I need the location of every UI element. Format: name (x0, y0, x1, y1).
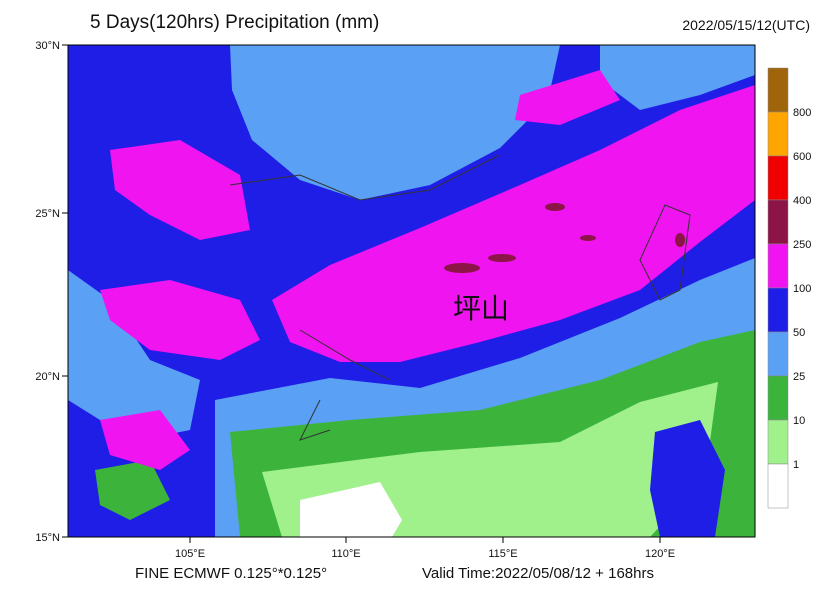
place-label: 坪山 (453, 293, 509, 324)
legend-label: 600 (793, 151, 811, 163)
footer-valid-time: Valid Time:2022/05/08/12 + 168hrs (422, 565, 654, 582)
title: 5 Days(120hrs) Precipitation (mm) (90, 12, 379, 33)
legend-label: 1 (793, 459, 799, 471)
legend-swatch (767, 331, 789, 377)
lon-label: 105°E (175, 548, 205, 560)
legend-swatch (767, 111, 789, 157)
legend-label: 250 (793, 239, 811, 251)
lon-label: 120°E (645, 548, 675, 560)
legend-swatch (767, 243, 789, 289)
lat-label: 20°N (35, 371, 60, 383)
legend-swatch (767, 287, 789, 333)
legend-label: 800 (793, 107, 811, 119)
legend-label: 10 (793, 415, 805, 427)
legend-swatch (767, 463, 789, 509)
legend-swatch (767, 67, 789, 113)
lat-label: 15°N (35, 532, 60, 544)
legend-label: 25 (793, 371, 805, 383)
legend-swatch (767, 419, 789, 465)
precipitation-field (68, 45, 755, 537)
legend-swatch (767, 155, 789, 201)
lat-label: 25°N (35, 208, 60, 220)
lon-label: 110°E (331, 548, 360, 560)
lon-label: 115°E (488, 548, 517, 560)
map-frame (67, 44, 756, 538)
axes: 30°N 25°N 20°N 15°N 105°E 110°E 115°E 120°E (35, 40, 675, 560)
lat-label: 30°N (35, 40, 60, 52)
legend-label: 100 (793, 283, 811, 295)
date: 2022/05/15/12(UTC) (682, 17, 810, 33)
color-legend: 800 600 400 250 100 50 25 10 1 (767, 67, 811, 509)
legend-label: 50 (793, 327, 805, 339)
legend-swatch (767, 199, 789, 245)
legend-label: 400 (793, 195, 811, 207)
legend-swatch (767, 375, 789, 421)
footer-model: FINE ECMWF 0.125°*0.125° (135, 565, 327, 582)
